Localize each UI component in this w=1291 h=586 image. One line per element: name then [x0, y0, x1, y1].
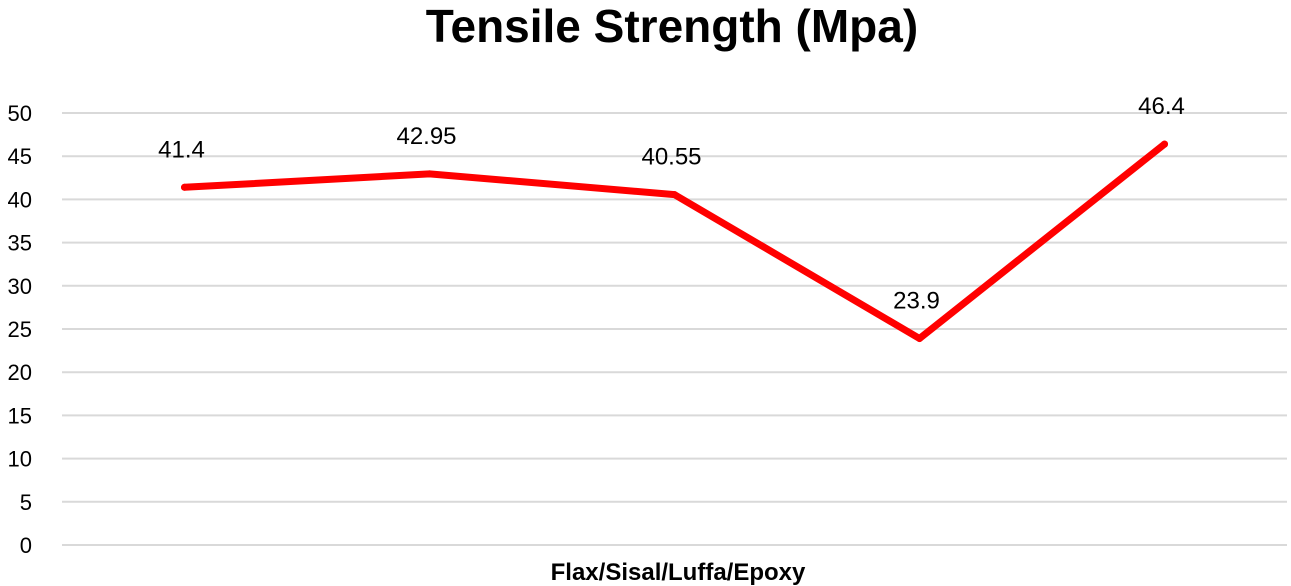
- data-label: 41.4: [158, 136, 205, 163]
- data-label: 42.95: [396, 123, 456, 150]
- y-tick-label: 40: [8, 187, 32, 212]
- x-axis-label: Flax/Sisal/Luffa/Epoxy: [551, 559, 806, 586]
- y-tick-label: 0: [20, 533, 32, 558]
- data-point: [1161, 140, 1168, 148]
- y-tick-label: 15: [8, 403, 32, 428]
- y-tick-label: 25: [8, 317, 32, 342]
- y-tick-label: 35: [8, 231, 32, 256]
- gridlines: [62, 112, 1287, 546]
- y-axis-ticks: 0 5 10 15 20 25 30 35 40 45 50: [8, 101, 32, 558]
- data-point: [671, 191, 678, 199]
- data-label: 40.55: [641, 144, 701, 171]
- y-tick-label: 10: [8, 447, 32, 472]
- y-tick-label: 30: [8, 274, 32, 299]
- y-tick-label: 45: [8, 144, 32, 169]
- data-labels: 41.4 42.95 40.55 23.9 46.4: [158, 93, 1185, 314]
- data-label: 46.4: [1138, 93, 1185, 120]
- y-tick-label: 20: [8, 360, 32, 385]
- y-tick-label: 50: [8, 101, 32, 126]
- data-point: [916, 335, 923, 343]
- data-point: [426, 170, 433, 178]
- data-point: [181, 183, 188, 191]
- chart-title: Tensile Strength (Mpa): [426, 0, 918, 52]
- series-layer: [181, 140, 1168, 343]
- series-line: [181, 140, 1168, 342]
- y-tick-label: 5: [20, 490, 32, 515]
- data-label: 23.9: [893, 288, 940, 315]
